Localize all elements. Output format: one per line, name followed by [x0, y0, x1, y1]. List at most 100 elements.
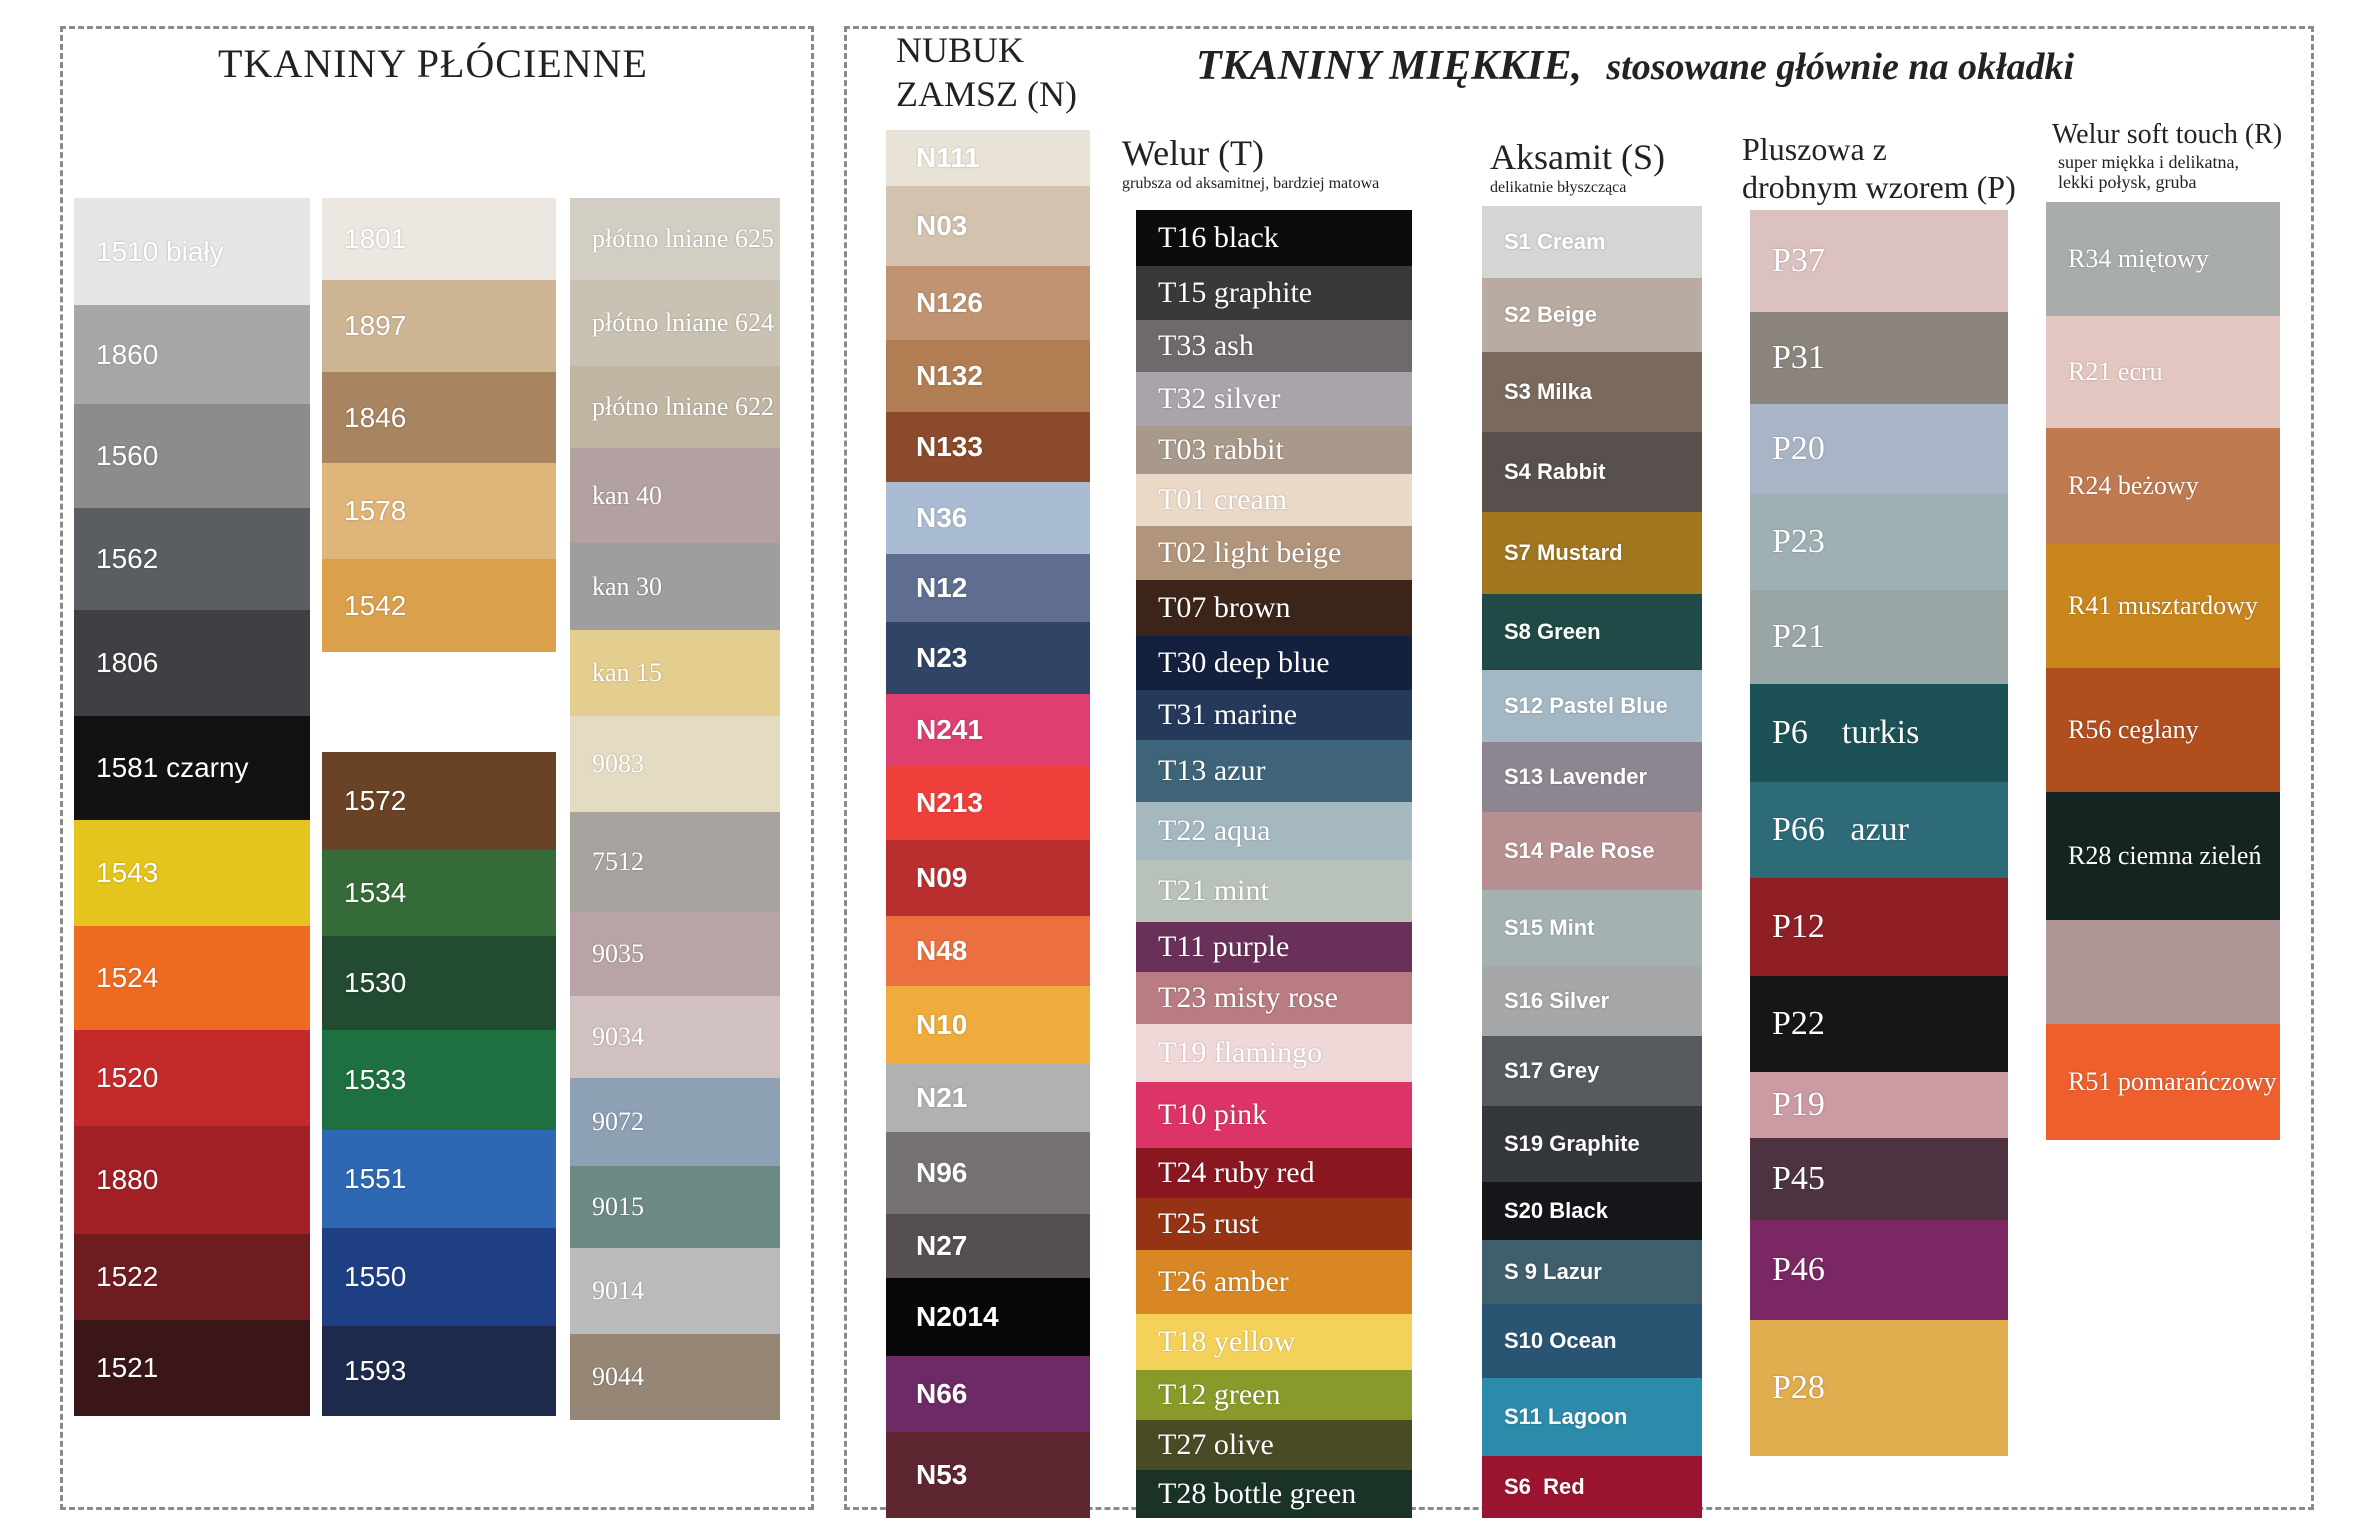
- color-swatch: N2014: [886, 1278, 1090, 1356]
- color-swatch: N111: [886, 130, 1090, 186]
- color-swatch: 1578: [322, 463, 556, 559]
- color-swatch: S6 Red: [1482, 1456, 1702, 1518]
- color-swatch: T21 mint: [1136, 860, 1412, 922]
- swatch-label: R28 ciemna zieleń: [2068, 841, 2262, 870]
- swatch-label: S 9 Lazur: [1504, 1259, 1602, 1284]
- swatch-label: 1560: [96, 440, 159, 471]
- color-swatch: 1572: [322, 752, 556, 850]
- swatch-label: S12 Pastel Blue: [1504, 693, 1668, 718]
- color-swatch: N36: [886, 482, 1090, 554]
- color-swatch: N48: [886, 916, 1090, 986]
- swatch-label: 7512: [592, 847, 644, 876]
- right-title-sub: stosowane głównie na okładki: [1606, 46, 2075, 88]
- color-swatch: P23: [1750, 494, 2008, 590]
- left-panel-border: [60, 26, 814, 1510]
- swatch-label: P22: [1772, 1005, 1825, 1042]
- color-swatch: P31: [1750, 312, 2008, 404]
- color-swatch: 9034: [570, 996, 780, 1078]
- right-panel-title: TKANINY MIĘKKIE, stosowane głównie na ok…: [1196, 42, 2074, 90]
- color-swatch: R34 miętowy: [2046, 202, 2280, 316]
- color-swatch: płótno lniane 624: [570, 280, 780, 366]
- swatch-label: kan 15: [592, 658, 663, 687]
- swatch-label: S4 Rabbit: [1504, 459, 1606, 484]
- swatch-label: R24 beżowy: [2068, 471, 2199, 500]
- color-swatch: płótno lniane 625: [570, 198, 780, 280]
- color-swatch: S 9 Lazur: [1482, 1240, 1702, 1304]
- swatch-label: S19 Graphite: [1504, 1131, 1640, 1156]
- color-swatch: S10 Ocean: [1482, 1304, 1702, 1378]
- swatch-label: 1801: [344, 223, 407, 254]
- color-swatch: N12: [886, 554, 1090, 622]
- color-swatch: S7 Mustard: [1482, 512, 1702, 594]
- color-swatch: P12: [1750, 878, 2008, 976]
- swatch-label: R51 pomarańczowy: [2068, 1067, 2277, 1096]
- color-swatch: [2046, 920, 2280, 1024]
- color-swatch: N03: [886, 186, 1090, 266]
- swatch-label: S11 Lagoon: [1504, 1404, 1628, 1429]
- nubuk-title-line1: NUBUK: [896, 30, 1025, 70]
- swatch-label: N12: [916, 572, 968, 603]
- color-swatch: R56 ceglany: [2046, 668, 2280, 792]
- swatch-label: T02 light beige: [1158, 536, 1342, 569]
- swatch-label: T03 rabbit: [1158, 433, 1284, 466]
- color-swatch: P37: [1750, 210, 2008, 312]
- color-swatch: 1593: [322, 1326, 556, 1416]
- swatch-label: 1543: [96, 857, 159, 888]
- color-swatch: S8 Green: [1482, 594, 1702, 670]
- swatch-label: P46: [1772, 1251, 1825, 1288]
- color-swatch: S19 Graphite: [1482, 1106, 1702, 1182]
- color-swatch: S1 Cream: [1482, 206, 1702, 278]
- color-swatch: S12 Pastel Blue: [1482, 670, 1702, 742]
- color-swatch: T28 bottle green: [1136, 1470, 1412, 1518]
- color-swatch: P46: [1750, 1220, 2008, 1320]
- color-swatch: T10 pink: [1136, 1082, 1412, 1148]
- color-swatch: P28: [1750, 1320, 2008, 1456]
- aksamit-title: Aksamit (S) delikatnie błyszcząca: [1490, 136, 1665, 198]
- color-swatch: kan 40: [570, 448, 780, 543]
- swatch-label: S8 Green: [1504, 619, 1601, 644]
- swatch-label: N53: [916, 1459, 968, 1490]
- color-swatch: 1543: [74, 820, 310, 926]
- swatch-label: P21: [1772, 618, 1825, 655]
- color-swatch: 9035: [570, 912, 780, 996]
- swatch-label: T32 silver: [1158, 382, 1281, 415]
- nubuk-column: N111 N03 N126 N132 N133 N36 N12 N23 N241 N213 N09 N…: [886, 130, 1090, 1518]
- color-swatch: T22 aqua: [1136, 802, 1412, 860]
- swatch-label: 1578: [344, 495, 407, 526]
- color-swatch: 1542: [322, 559, 556, 652]
- color-swatch: T26 amber: [1136, 1250, 1412, 1314]
- nubuk-title-line2: ZAMSZ (N): [896, 74, 1077, 114]
- color-swatch: 1522: [74, 1234, 310, 1320]
- swatch-label: P45: [1772, 1160, 1825, 1197]
- swatch-label: T28 bottle green: [1158, 1477, 1357, 1510]
- swatch-label: T26 amber: [1158, 1265, 1289, 1298]
- swatch-label: T25 rust: [1158, 1207, 1259, 1240]
- swatch-label: P66 azur: [1772, 811, 1909, 848]
- color-swatch: N96: [886, 1132, 1090, 1214]
- color-swatch: 1550: [322, 1228, 556, 1326]
- swatch-label: S16 Silver: [1504, 988, 1610, 1013]
- color-swatch: R24 beżowy: [2046, 428, 2280, 544]
- color-swatch: 7512: [570, 812, 780, 912]
- swatch-label: płótno lniane 622: [592, 392, 774, 421]
- color-swatch: T25 rust: [1136, 1198, 1412, 1250]
- swatch-label: N36: [916, 502, 968, 533]
- swatch-label: T22 aqua: [1158, 814, 1271, 847]
- soft-touch-column: R34 miętowy R21 ecru R24 beżowy R41 musztar…: [2046, 202, 2280, 1140]
- color-swatch: T33 ash: [1136, 320, 1412, 372]
- swatch-label: płótno lniane 624: [592, 308, 774, 337]
- color-swatch: P20: [1750, 404, 2008, 494]
- swatch-label: 1533: [344, 1064, 407, 1095]
- color-swatch: S11 Lagoon: [1482, 1378, 1702, 1456]
- swatch-label: 9083: [592, 749, 644, 778]
- swatch-label: 1550: [344, 1261, 407, 1292]
- color-swatch: kan 30: [570, 543, 780, 630]
- color-swatch: N27: [886, 1214, 1090, 1278]
- color-swatch: T19 flamingo: [1136, 1024, 1412, 1082]
- soft-title: Welur soft touch (R) super miękka i deli…: [2052, 118, 2282, 192]
- plain-cloth-column-1: 1510 biały 1860 1560 1562 1806 1581 czarny 154…: [74, 198, 310, 1416]
- color-swatch: R21 ecru: [2046, 316, 2280, 428]
- swatch-label: N133: [916, 431, 983, 462]
- swatch-label: N10: [916, 1009, 968, 1040]
- color-swatch: T30 deep blue: [1136, 636, 1412, 690]
